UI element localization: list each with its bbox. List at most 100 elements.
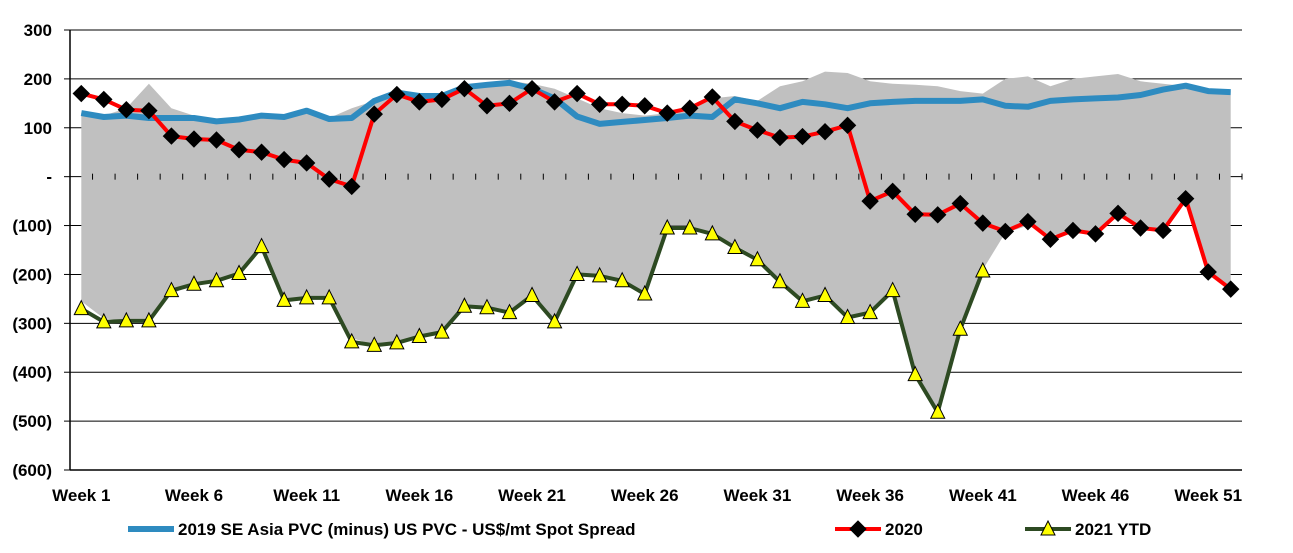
- series-1-point-2: [117, 100, 136, 119]
- series-1: [72, 79, 1240, 298]
- series-2-point-28: [704, 224, 721, 241]
- series-2-point-30: [749, 250, 766, 267]
- legend-swatch-marker-2: [1040, 519, 1056, 536]
- series-2-point-38: [929, 403, 946, 419]
- series-2-point-19: [501, 303, 518, 320]
- series-2-point-12: [343, 332, 360, 349]
- series-2-point-13: [366, 336, 383, 352]
- series-layer: [72, 79, 1240, 419]
- series-1-point-12: [343, 177, 361, 196]
- series-1-point-20: [523, 79, 541, 98]
- series-1-point-8: [252, 143, 271, 161]
- x-axis-tick-labels: Week 1 Week 6 Week 11 Week 16 Week 21 Week 26…: [52, 486, 1242, 505]
- series-2-point-25: [636, 284, 653, 301]
- legend-label-0: 2019 SE Asia PVC (minus) US PVC - US$/mt…: [178, 520, 636, 539]
- x-tick-label-4: Week 21: [498, 486, 566, 505]
- series-1-point-26: [658, 104, 676, 122]
- range-band-area: [81, 71, 1231, 412]
- legend-label-1: 2020: [885, 520, 923, 539]
- y-tick-label-3: -: [46, 168, 52, 187]
- x-tick-label-6: Week 31: [724, 486, 792, 505]
- series-1-point-4: [162, 127, 181, 145]
- x-tick-label-10: Week 51: [1174, 486, 1242, 505]
- legend-swatch-marker-1: [849, 520, 867, 538]
- series-2-point-26: [659, 218, 676, 235]
- series-1-point-36: [883, 182, 902, 201]
- x-tick-label-2: Week 11: [273, 486, 340, 505]
- series-2-point-5: [186, 275, 202, 291]
- y-tick-label-9: (600): [12, 461, 52, 480]
- y-tick-label-4: (100): [12, 217, 52, 236]
- series-2-point-40: [974, 261, 991, 278]
- series-1-point-45: [1086, 225, 1105, 243]
- y-tick-label-1: 200: [24, 70, 52, 89]
- series-2-point-37: [907, 365, 924, 382]
- y-axis-tick-labels: 300 200 100 - (100) (200) (300) (400) (500) (600): [12, 21, 52, 480]
- series-1-point-31: [771, 128, 789, 147]
- series-2-point-10: [298, 288, 315, 305]
- series-0: [80, 79, 1231, 127]
- series-1-point-17: [455, 79, 474, 98]
- legend-label-2: 2021 YTD: [1075, 520, 1151, 539]
- x-tick-label-9: Week 46: [1062, 486, 1130, 505]
- series-1-point-13: [365, 105, 383, 123]
- series-1-point-6: [207, 131, 226, 149]
- series-2-point-1: [95, 312, 112, 329]
- series-1-point-10: [297, 154, 316, 172]
- series-2-point-36: [884, 281, 901, 298]
- series-2-point-35: [862, 303, 878, 320]
- series-2-point-27: [681, 218, 698, 235]
- series-1-point-48: [1154, 221, 1172, 240]
- legend: 2019 SE Asia PVC (minus) US PVC - US$/mt…: [128, 519, 1151, 539]
- series-1-point-7: [230, 141, 248, 159]
- series-2-point-34: [839, 308, 856, 324]
- series-2: [73, 218, 991, 419]
- series-1-point-43: [1041, 230, 1060, 248]
- series-2-point-33: [817, 286, 833, 302]
- series-1-point-1: [95, 90, 113, 109]
- series-1-point-41: [996, 222, 1015, 241]
- series-1-point-39: [951, 194, 969, 213]
- series-1-point-46: [1109, 204, 1127, 223]
- series-1-point-32: [793, 127, 812, 146]
- series-2-point-7: [231, 264, 247, 280]
- series-2-point-21: [546, 312, 563, 329]
- series-2-point-4: [163, 281, 180, 298]
- x-tick-label-8: Week 41: [949, 486, 1017, 505]
- y-tick-label-6: (300): [12, 314, 52, 333]
- y-tick-label-8: (500): [12, 412, 52, 431]
- series-2-point-9: [276, 291, 292, 307]
- series-2-point-20: [524, 286, 540, 302]
- series-1-point-14: [388, 85, 406, 104]
- series-1-point-24: [613, 95, 631, 114]
- series-2-point-24: [614, 271, 631, 288]
- series-1-point-40: [974, 214, 992, 232]
- series-1-point-18: [478, 97, 496, 115]
- y-tick-label-7: (400): [12, 363, 52, 382]
- y-tick-label-0: 300: [24, 21, 52, 40]
- series-0-line: [80, 79, 1231, 127]
- series-1-point-51: [1222, 280, 1240, 298]
- series-2-point-31: [772, 272, 788, 289]
- series-1-point-11: [320, 170, 338, 188]
- series-1-point-9: [275, 150, 293, 169]
- series-2-point-3: [141, 311, 157, 328]
- series-1-point-33: [816, 122, 834, 141]
- series-1-point-42: [1019, 212, 1037, 231]
- series-2-point-6: [208, 271, 225, 288]
- series-1-point-29: [726, 112, 744, 131]
- series-1-point-27: [681, 99, 699, 117]
- series-2-point-15: [411, 327, 428, 344]
- series-2-point-22: [569, 265, 585, 281]
- y-tick-label-5: (200): [12, 265, 52, 284]
- series-2-point-2: [118, 311, 135, 328]
- series-1-point-34: [838, 116, 857, 135]
- series-1-point-5: [185, 130, 203, 148]
- series-1-point-25: [636, 97, 654, 115]
- series-2-point-0: [73, 299, 90, 316]
- series-1-point-19: [500, 94, 519, 113]
- y-tick-label-2: 100: [24, 119, 52, 138]
- series-2-point-11: [321, 288, 338, 305]
- series-2-point-18: [479, 298, 495, 315]
- series-1-point-15: [410, 93, 429, 111]
